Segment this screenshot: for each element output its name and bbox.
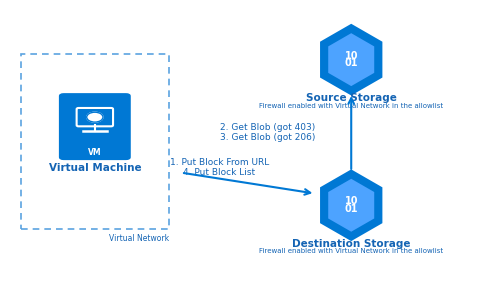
Polygon shape bbox=[327, 178, 375, 233]
Text: 10: 10 bbox=[345, 196, 358, 206]
Text: VM: VM bbox=[88, 148, 102, 157]
Text: Destination Storage: Destination Storage bbox=[292, 239, 411, 249]
Text: Virtual Machine: Virtual Machine bbox=[49, 163, 141, 173]
Circle shape bbox=[87, 112, 103, 122]
Text: Source Storage: Source Storage bbox=[306, 93, 397, 103]
Text: Firewall enabled with Virtual Network in the allowlist: Firewall enabled with Virtual Network in… bbox=[259, 248, 443, 254]
Text: 1. Put Block From URL
4. Put Block List: 1. Put Block From URL 4. Put Block List bbox=[170, 158, 269, 177]
Text: Firewall enabled with Virtual Network in the allowlist: Firewall enabled with Virtual Network in… bbox=[259, 103, 443, 109]
Text: 01: 01 bbox=[345, 204, 358, 214]
Polygon shape bbox=[318, 22, 384, 98]
Text: Virtual Network: Virtual Network bbox=[109, 234, 169, 243]
Polygon shape bbox=[318, 167, 384, 243]
Polygon shape bbox=[327, 32, 375, 87]
Text: 2. Get Blob (got 403)
3. Get Blob (got 206): 2. Get Blob (got 403) 3. Get Blob (got 2… bbox=[220, 123, 315, 142]
FancyBboxPatch shape bbox=[77, 108, 113, 126]
Text: 10: 10 bbox=[345, 51, 358, 61]
Text: 01: 01 bbox=[345, 59, 358, 69]
FancyBboxPatch shape bbox=[59, 93, 131, 160]
